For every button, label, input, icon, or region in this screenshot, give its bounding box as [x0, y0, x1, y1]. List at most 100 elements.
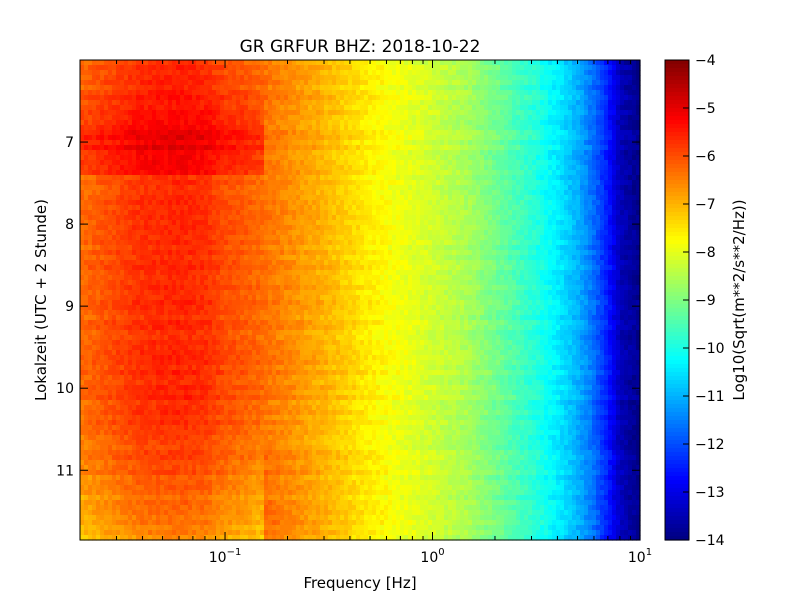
heatmap-cell	[328, 195, 333, 201]
heatmap-cell	[276, 90, 281, 96]
heatmap-cell	[604, 210, 609, 216]
heatmap-cell	[264, 60, 269, 66]
heatmap-cell	[408, 125, 413, 131]
heatmap-cell	[296, 85, 301, 91]
heatmap-cell	[368, 180, 373, 186]
heatmap-cell	[376, 120, 381, 126]
heatmap-cell	[456, 85, 461, 91]
heatmap-cell	[308, 70, 313, 76]
heatmap-cell	[592, 190, 597, 196]
heatmap-cell	[288, 155, 293, 161]
heatmap-cell	[624, 80, 629, 86]
heatmap-cell	[464, 165, 469, 171]
heatmap-cell	[136, 195, 141, 201]
heatmap-cell	[120, 60, 125, 66]
heatmap-cell	[420, 95, 425, 101]
heatmap-cell	[576, 125, 581, 131]
heatmap-cell	[220, 225, 225, 231]
heatmap-cell	[276, 75, 281, 81]
heatmap-cell	[268, 175, 273, 181]
heatmap-cell	[484, 90, 489, 96]
heatmap-cell	[160, 160, 165, 166]
heatmap-cell	[452, 215, 457, 221]
heatmap-cell	[304, 150, 309, 156]
heatmap-cell	[516, 65, 521, 71]
heatmap-cell	[616, 170, 621, 176]
heatmap-cell	[476, 140, 481, 146]
heatmap-cell	[348, 100, 353, 106]
heatmap-cell	[380, 145, 385, 151]
heatmap-cell	[428, 170, 433, 176]
heatmap-cell	[396, 75, 401, 81]
heatmap-cell	[168, 210, 173, 216]
heatmap-cell	[312, 155, 317, 161]
heatmap-cell	[120, 175, 125, 181]
heatmap-cell	[88, 195, 93, 201]
heatmap-cell	[452, 180, 457, 186]
heatmap-cell	[292, 85, 297, 91]
heatmap-cell	[148, 150, 153, 156]
heatmap-cell	[96, 60, 101, 66]
heatmap-cell	[332, 145, 337, 151]
heatmap-cell	[560, 75, 565, 81]
heatmap-cell	[168, 230, 173, 236]
heatmap-cell	[576, 65, 581, 71]
heatmap-cell	[592, 135, 597, 141]
heatmap-cell	[584, 210, 589, 216]
heatmap-cell	[320, 230, 325, 236]
heatmap-cell	[204, 160, 209, 166]
heatmap-cell	[260, 80, 265, 86]
heatmap-cell	[132, 195, 137, 201]
heatmap-cell	[232, 95, 237, 101]
heatmap-cell	[604, 230, 609, 236]
heatmap-cell	[272, 70, 277, 76]
heatmap-cell	[564, 75, 569, 81]
heatmap-cell	[384, 210, 389, 216]
heatmap-cell	[456, 230, 461, 236]
heatmap-cell	[324, 145, 329, 151]
heatmap-cell	[232, 100, 237, 106]
heatmap-cell	[372, 75, 377, 81]
heatmap-cell	[244, 85, 249, 91]
heatmap-cell	[188, 200, 193, 206]
heatmap-cell	[308, 190, 313, 196]
heatmap-cell	[156, 195, 161, 201]
heatmap-cell	[180, 180, 185, 186]
heatmap-cell	[252, 195, 257, 201]
heatmap-cell	[520, 175, 525, 181]
heatmap-cell	[504, 95, 509, 101]
heatmap-cell	[392, 120, 397, 126]
heatmap-cell	[248, 165, 253, 171]
heatmap-cell	[508, 85, 513, 91]
heatmap-cell	[376, 230, 381, 236]
heatmap-cell	[472, 205, 477, 211]
heatmap-cell	[496, 155, 501, 161]
heatmap-cell	[208, 195, 213, 201]
heatmap-cell	[272, 235, 277, 241]
heatmap-cell	[216, 165, 221, 171]
heatmap-cell	[536, 125, 541, 131]
heatmap-cell	[568, 135, 573, 141]
heatmap-cell	[308, 175, 313, 181]
heatmap-cell	[180, 190, 185, 196]
heatmap-cell	[148, 115, 153, 121]
heatmap-cell	[220, 70, 225, 76]
heatmap-cell	[148, 180, 153, 186]
heatmap-cell	[112, 90, 117, 96]
heatmap-cell	[292, 165, 297, 171]
heatmap-cell	[564, 225, 569, 231]
heatmap-cell	[336, 95, 341, 101]
heatmap-cell	[476, 195, 481, 201]
heatmap-cell	[88, 210, 93, 216]
heatmap-cell	[504, 215, 509, 221]
heatmap-cell	[132, 200, 137, 206]
heatmap-cell	[116, 185, 121, 191]
heatmap-cell	[396, 125, 401, 131]
heatmap-cell	[436, 210, 441, 216]
heatmap-cell	[400, 205, 405, 211]
heatmap-cell	[280, 125, 285, 131]
heatmap-cell	[96, 190, 101, 196]
heatmap-cell	[320, 75, 325, 81]
heatmap-cell	[512, 135, 517, 141]
heatmap-cell	[476, 70, 481, 76]
